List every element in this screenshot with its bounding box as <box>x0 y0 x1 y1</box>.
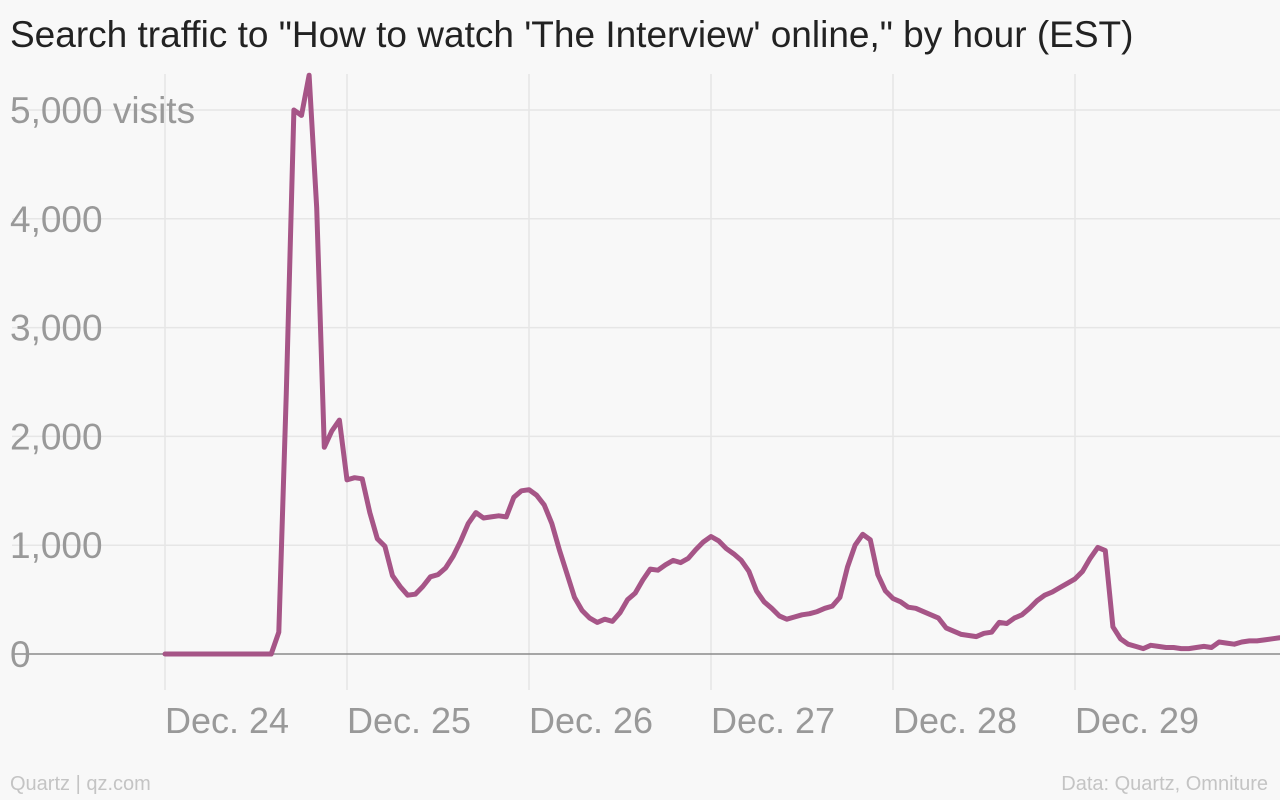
x-tick-label: Dec. 25 <box>347 700 471 741</box>
y-tick-label: 0 <box>10 634 31 675</box>
x-tick-label: Dec. 28 <box>893 700 1017 741</box>
y-tick-label: 2,000 <box>10 416 103 457</box>
y-tick-label: 5,000 visits <box>10 90 195 131</box>
y-axis-labels: 0 1,000 2,000 3,000 4,000 5,000 visits <box>10 90 195 675</box>
x-tick-label: Dec. 29 <box>1075 700 1199 741</box>
y-tick-label: 3,000 <box>10 308 103 349</box>
source-text: Data: Quartz, Omniture <box>1061 773 1268 795</box>
grid-lines <box>12 74 1280 690</box>
credit-text: Quartz | qz.com <box>10 773 151 795</box>
y-tick-label: 4,000 <box>10 199 103 240</box>
x-axis-labels: Dec. 24 Dec. 25 Dec. 26 Dec. 27 Dec. 28 Dec. … <box>165 700 1199 741</box>
series-line <box>162 72 1280 657</box>
series-group <box>162 72 1280 657</box>
x-tick-label: Dec. 27 <box>711 700 835 741</box>
x-tick-label: Dec. 24 <box>165 700 289 741</box>
y-tick-label: 1,000 <box>10 525 103 566</box>
chart-title: Search traffic to "How to watch 'The Int… <box>10 14 1134 55</box>
x-tick-label: Dec. 26 <box>529 700 653 741</box>
